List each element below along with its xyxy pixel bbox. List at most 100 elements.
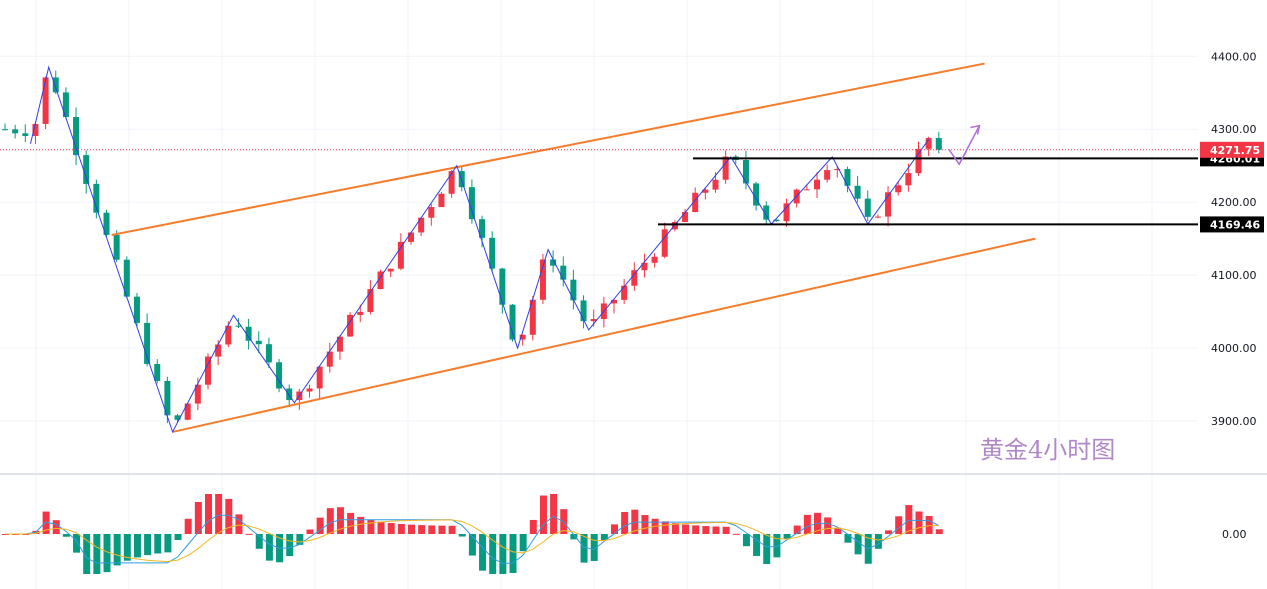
candle-body [824, 170, 831, 180]
macd-histogram-bar [722, 526, 730, 534]
macd-histogram-bar [682, 524, 690, 534]
candle-body [387, 268, 394, 272]
macd-histogram-bar [844, 534, 852, 543]
candle-body [874, 216, 881, 218]
macd-histogram-bar [479, 534, 487, 571]
candle-body [783, 203, 790, 222]
candle-body [316, 366, 323, 389]
macd-histogram-bar [448, 525, 456, 534]
macd-histogram-bar [803, 514, 811, 534]
candle-body [499, 268, 506, 305]
candle-body [631, 270, 638, 286]
macd-histogram-bar [712, 526, 720, 534]
macd-histogram-bar [164, 534, 172, 553]
candle-body [326, 351, 333, 367]
macd-histogram-bar [925, 516, 933, 534]
candle-body [722, 156, 729, 180]
candle-body [62, 92, 69, 118]
macd-histogram-bar [570, 534, 578, 540]
macd-histogram-bar [529, 519, 537, 534]
macd-histogram-bar [367, 519, 375, 534]
macd-histogram-bar [905, 505, 913, 534]
level-badge [1200, 216, 1264, 233]
macd-histogram-bar [215, 494, 223, 534]
macd-histogram-bar [225, 498, 233, 534]
macd-histogram-bar [428, 525, 436, 534]
price-axis-tick-label: 4100.00 [1211, 269, 1257, 282]
candle-body [519, 334, 526, 340]
candle-body [580, 300, 587, 322]
macd-histogram-bar [418, 525, 426, 534]
projection-arrow [948, 124, 981, 166]
price-axis-tick-label: 4000.00 [1211, 342, 1257, 355]
candle-body [154, 363, 161, 381]
candle-body [245, 326, 252, 341]
candle-body [428, 207, 435, 218]
macd-histogram-bar [154, 534, 162, 554]
channel-lower-line [172, 237, 1036, 433]
candle-body [661, 229, 668, 257]
candle-body [753, 183, 760, 206]
channel-upper-line [111, 62, 985, 236]
macd-histogram-bar [458, 534, 466, 537]
macd-histogram-bar [174, 534, 182, 540]
candle-body [83, 155, 90, 184]
macd-histogram-bar [773, 534, 781, 558]
macd-histogram-bar [702, 526, 710, 534]
macd-histogram-bar [641, 515, 649, 534]
candle-body [408, 232, 414, 242]
macd-histogram-bar [915, 511, 923, 534]
macd-histogram-bar [692, 525, 700, 534]
candle-body [590, 319, 597, 322]
candle-body [702, 189, 709, 193]
macd-histogram-bar [113, 534, 121, 566]
macd-histogram-bar [255, 534, 263, 549]
candle-body [814, 179, 820, 190]
candle-body [12, 129, 19, 134]
candle-body [286, 388, 293, 401]
macd-histogram-bar [783, 534, 791, 540]
macd-histogram-bar [438, 525, 446, 534]
candle-body [641, 262, 648, 271]
macd-histogram-bar [550, 494, 558, 534]
macd-histogram-bar [885, 530, 893, 534]
macd-histogram-bar [357, 516, 365, 534]
chart-title-watermark: 黄金4小时图 [980, 436, 1115, 464]
macd-histogram-bar [600, 534, 608, 541]
macd-histogram-bar [377, 521, 385, 534]
price-axis[interactable]: 4400.00 4300.00 4200.00 4100.00 4000.00 3900.… [1211, 50, 1257, 541]
candle-body [448, 171, 455, 194]
macd-histogram-bar [895, 516, 903, 534]
candle-body [651, 256, 658, 263]
candle-body [550, 259, 557, 266]
macd-histogram-bar [286, 534, 294, 557]
zigzag-line [30, 65, 930, 434]
price-axis-tick-label: 4200.00 [1211, 196, 1257, 209]
macd-histogram-bar [123, 534, 131, 561]
macd-histogram-bar [468, 534, 476, 556]
candle-body [529, 299, 536, 335]
candle-body [113, 234, 120, 260]
macd-histogram-bar [205, 494, 212, 534]
candle-body [367, 289, 374, 312]
macd-histogram-bar [509, 534, 517, 573]
candle-body [489, 237, 496, 269]
macd-histogram-bar [824, 517, 832, 534]
macd-axis-tick-label: 0.00 [1222, 528, 1247, 541]
macd-histogram-bar [347, 512, 355, 534]
candle-body [42, 77, 49, 124]
candle-body [570, 279, 577, 301]
macd-line [5, 514, 940, 564]
macd-histogram-bar [73, 534, 81, 553]
current-price-badge [1200, 141, 1264, 158]
candle-body [803, 189, 810, 191]
macd-histogram-bar [611, 524, 618, 534]
candle-body [844, 168, 851, 186]
price-axis-tick-label: 4400.00 [1211, 50, 1257, 63]
macd-histogram-bar [133, 534, 141, 558]
candle-body [539, 259, 546, 300]
macd-histogram-bar [144, 534, 152, 556]
candle-body [935, 138, 942, 150]
candle-body [164, 380, 171, 416]
